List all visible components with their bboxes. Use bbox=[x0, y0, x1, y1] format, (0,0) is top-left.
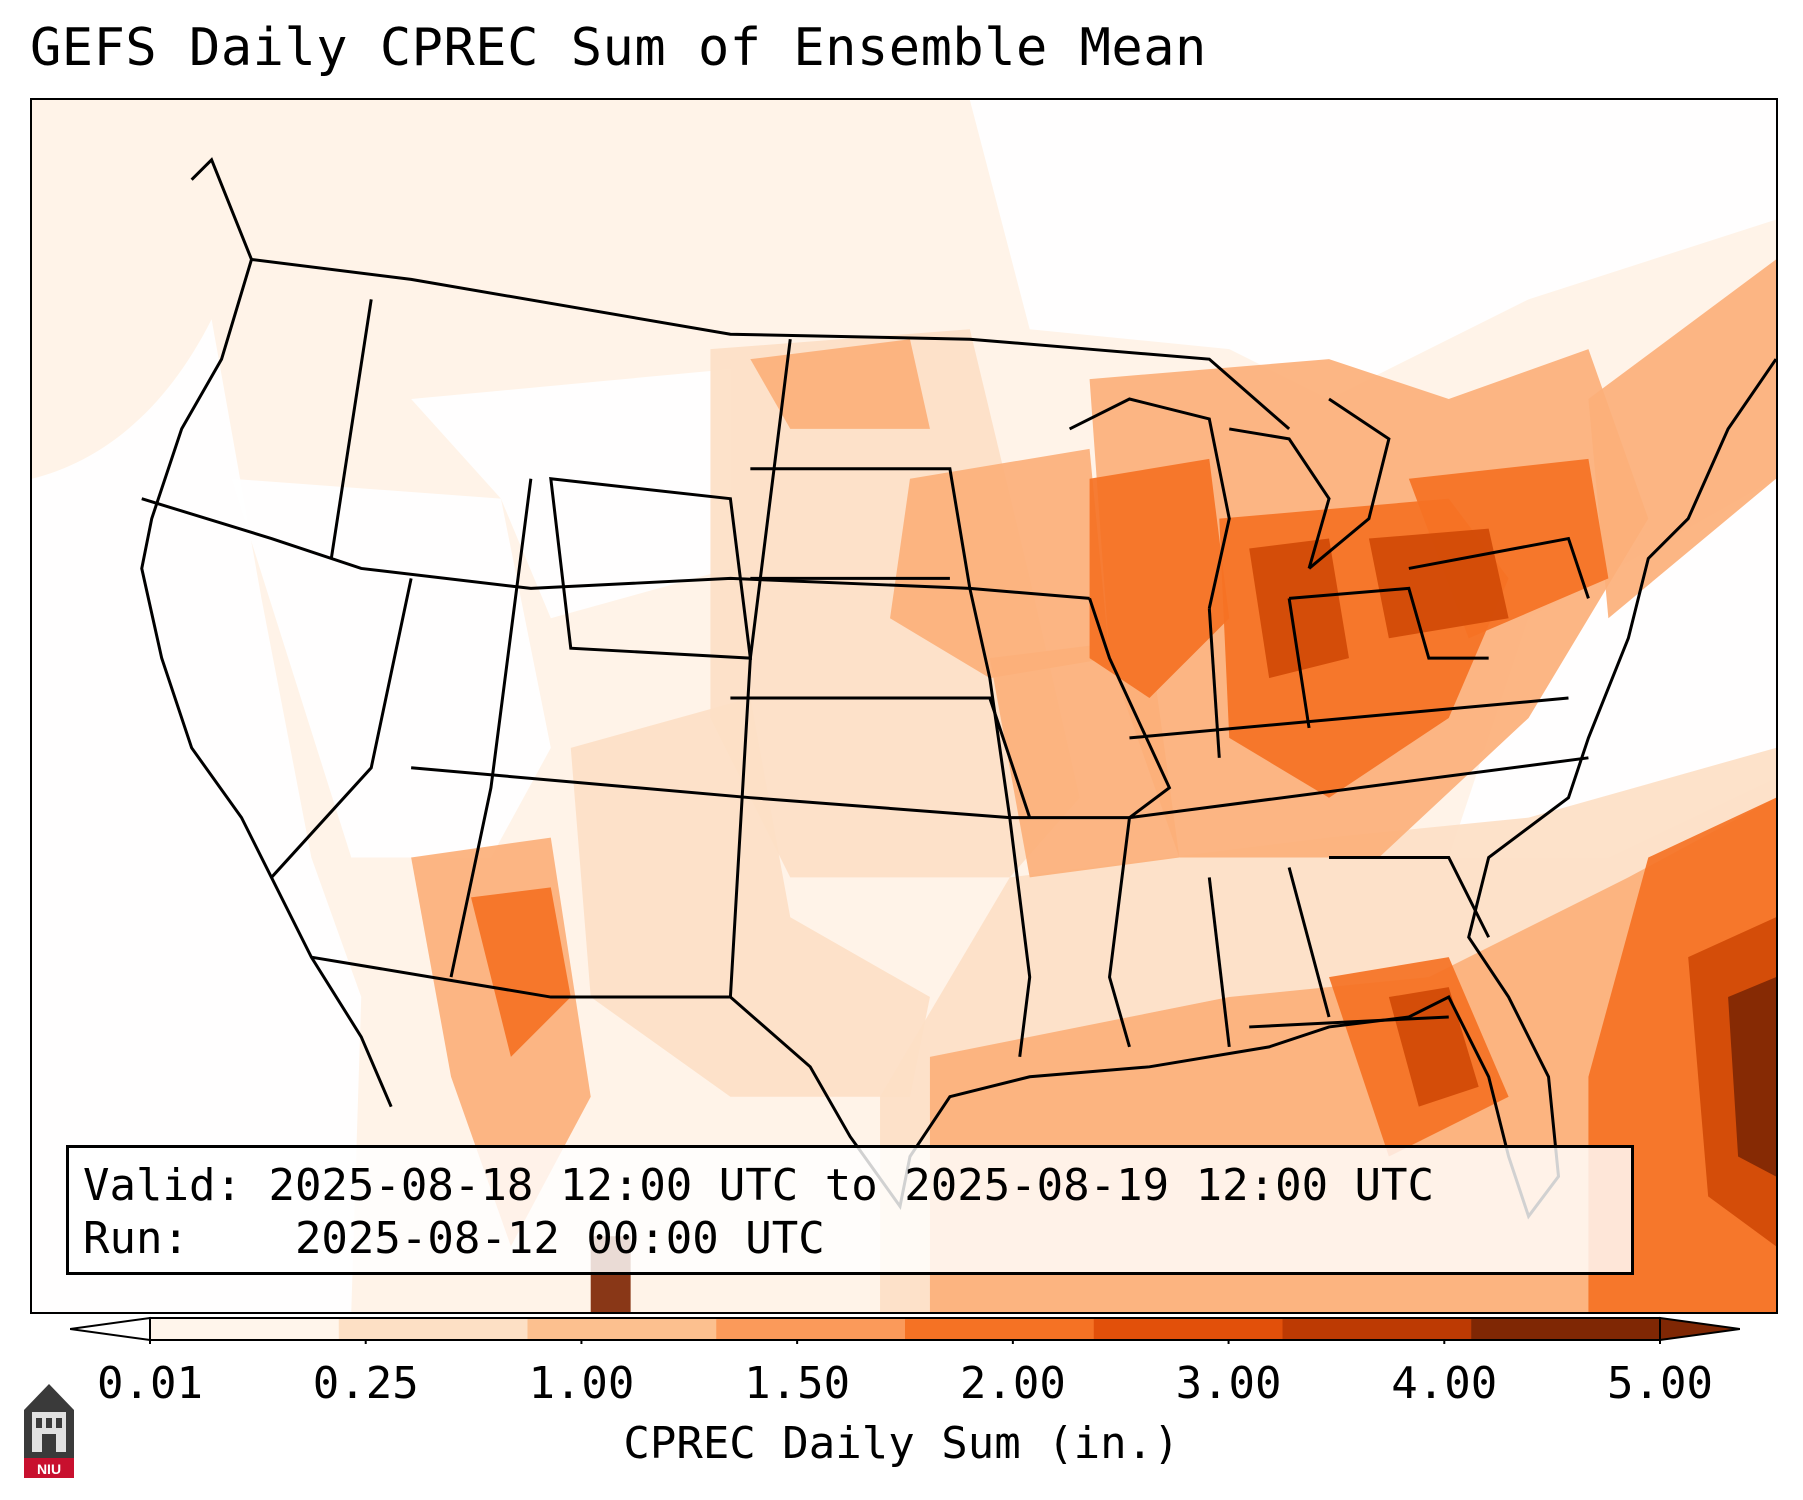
colorbar-segment bbox=[527, 1318, 717, 1340]
carolina-line bbox=[1329, 856, 1490, 938]
colorbar-tick-label: 5.00 bbox=[1607, 1358, 1713, 1409]
colorbar-left-arrow bbox=[70, 1316, 151, 1342]
map-canvas bbox=[32, 100, 1776, 1312]
colorbar-segments bbox=[149, 1317, 1661, 1341]
northern-border-line bbox=[251, 257, 1291, 431]
colorbar-ticks bbox=[149, 1340, 1661, 1344]
precipitation-map bbox=[30, 98, 1778, 1314]
valid-line: Valid: 2025-08-18 12:00 UTC to 2025-08-1… bbox=[83, 1160, 1434, 1211]
colorbar-segment bbox=[1093, 1318, 1283, 1340]
page-title: GEFS Daily CPREC Sum of Ensemble Mean bbox=[30, 18, 1207, 78]
run-line: Run: 2025-08-12 00:00 UTC bbox=[83, 1213, 825, 1264]
state-line-8 bbox=[730, 696, 1032, 819]
dry-area-atlantic bbox=[1448, 478, 1776, 858]
medium-area-iowa bbox=[890, 448, 1110, 679]
niu-logo: NIU bbox=[24, 1384, 74, 1478]
state-borders bbox=[140, 157, 1776, 1220]
georgia-line bbox=[1287, 867, 1331, 1018]
colorbar-tick-label: 0.01 bbox=[97, 1358, 203, 1409]
logo-band bbox=[24, 1458, 74, 1478]
colorbar-segment bbox=[150, 1318, 340, 1340]
valid-value: 2025-08-18 12:00 UTC to 2025-08-19 12:00… bbox=[268, 1160, 1435, 1211]
colorbar-segment bbox=[1471, 1318, 1661, 1340]
extreme-area-offshore bbox=[1728, 977, 1776, 1177]
state-line-11 bbox=[1129, 696, 1569, 740]
very-heavy-area-ohio bbox=[1368, 528, 1509, 639]
logo-window-3 bbox=[56, 1418, 62, 1428]
medium-area-dakotas bbox=[750, 339, 930, 429]
dry-area-rockies bbox=[411, 369, 731, 619]
state-line-2 bbox=[329, 299, 373, 559]
heavy-area-illinois bbox=[1089, 458, 1230, 699]
colorbar-segment bbox=[905, 1318, 1095, 1340]
colorbar-tick-label: 2.00 bbox=[959, 1358, 1066, 1409]
indiana-ohio-line bbox=[1287, 598, 1311, 729]
michigan-shore bbox=[1068, 397, 1231, 609]
logo-window-1 bbox=[36, 1418, 42, 1428]
colorbar bbox=[70, 1316, 1740, 1344]
state-line-12 bbox=[1288, 586, 1489, 660]
indiana-illinois-line bbox=[1207, 608, 1221, 758]
very-heavy-area-indiana bbox=[1249, 538, 1349, 679]
colorbar-tick-label: 1.50 bbox=[744, 1358, 851, 1409]
pennsylvania-border bbox=[1408, 536, 1590, 599]
colorbar-tick-label: 1.00 bbox=[528, 1358, 635, 1409]
valid-label: Valid: bbox=[83, 1160, 242, 1211]
colorbar-tick-label: 0.25 bbox=[312, 1358, 419, 1409]
colorbar-tick-label: 4.00 bbox=[1391, 1358, 1498, 1409]
dry-area-canada bbox=[969, 100, 1776, 400]
dry-area-west bbox=[32, 319, 362, 1312]
colorbar-label: CPREC Daily Sum (in.) bbox=[623, 1418, 1180, 1469]
state-line-6 bbox=[728, 339, 792, 998]
logo-window-2 bbox=[46, 1418, 52, 1428]
southern-east-coast-line bbox=[311, 358, 1776, 1220]
logo-text: NIU bbox=[37, 1461, 61, 1477]
colorbar-segment bbox=[716, 1318, 906, 1340]
run-label: Run: bbox=[83, 1213, 189, 1264]
run-value: 2025-08-12 00:00 UTC bbox=[294, 1213, 825, 1264]
heavy-area-sierra-madre bbox=[470, 887, 571, 1057]
colorbar-segment bbox=[1282, 1318, 1472, 1340]
florida-line bbox=[1249, 1015, 1449, 1029]
medium-area-northeast bbox=[1588, 259, 1776, 619]
state-line-10 bbox=[1129, 756, 1589, 820]
alabama-line bbox=[1207, 877, 1231, 1048]
colorbar-segment bbox=[338, 1318, 528, 1340]
lake-huron-shore bbox=[1308, 397, 1391, 570]
state-line-5 bbox=[410, 766, 1130, 820]
west-coast-line bbox=[140, 157, 393, 1108]
state-line-3 bbox=[270, 578, 413, 879]
info-box: Valid: 2025-08-18 12:00 UTC to 2025-08-1… bbox=[66, 1145, 1634, 1275]
colorbar-right-arrow bbox=[1659, 1316, 1740, 1342]
logo-door bbox=[42, 1434, 56, 1452]
colorbar-tick-label: 3.00 bbox=[1175, 1358, 1282, 1409]
mississippi-line bbox=[1088, 597, 1172, 1048]
state-line-7 bbox=[750, 467, 1032, 1058]
lake-michigan-shore bbox=[1229, 427, 1331, 569]
state-line-4 bbox=[449, 478, 533, 978]
